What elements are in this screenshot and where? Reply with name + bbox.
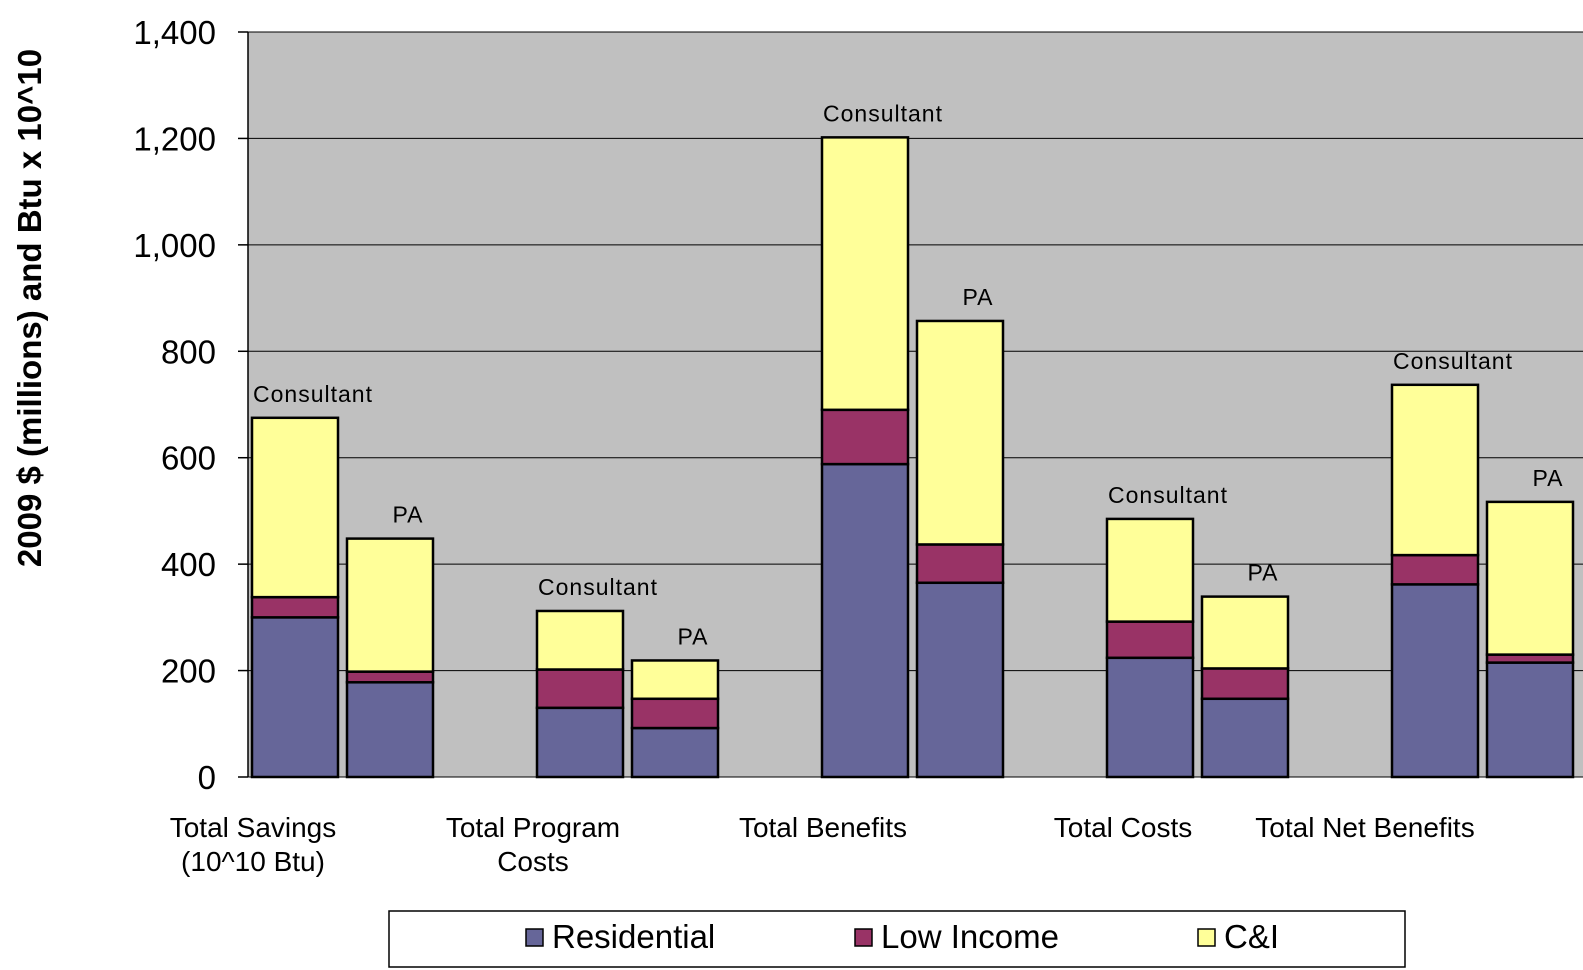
- gridlines: [248, 31, 1583, 778]
- bar-segment-residential: [630, 726, 720, 779]
- bar-segment-c-i: [630, 659, 720, 701]
- bar-segment-low-income: [250, 595, 340, 619]
- bar-segment-low-income: [345, 670, 435, 684]
- bar-segment-c-i: [250, 416, 340, 599]
- bar-segment-residential: [915, 581, 1005, 779]
- x-category-labels: Total Savings (10^10 Btu) Total Program Cos…: [170, 812, 1475, 877]
- y-tick-label: 200: [161, 653, 216, 690]
- legend-swatch: [1197, 928, 1216, 947]
- bar-segment-residential: [1485, 661, 1575, 779]
- bar-segment-low-income: [535, 668, 625, 710]
- bar-label: Consultant: [1108, 482, 1228, 508]
- bar-segment-c-i: [1105, 517, 1195, 623]
- bar-segment-low-income: [1105, 620, 1195, 660]
- bars: [250, 136, 1575, 779]
- y-tick-label: 800: [161, 333, 216, 370]
- y-tick-label: 600: [161, 440, 216, 477]
- bar-segment-low-income: [1390, 553, 1480, 586]
- x-category-label: Total Costs: [1054, 812, 1193, 843]
- legend-label: Residential: [552, 918, 715, 955]
- y-tick-label: 0: [198, 759, 216, 796]
- x-category-label: Total Program Costs: [446, 812, 620, 877]
- plot-area: [248, 32, 1583, 777]
- bar-segment-c-i: [535, 609, 625, 671]
- bar-segment-c-i: [1200, 595, 1290, 670]
- bar-label: Consultant: [538, 574, 658, 600]
- legend-swatch: [854, 928, 873, 947]
- bar-segment-c-i: [820, 136, 910, 412]
- bar-segment-residential: [1200, 697, 1290, 779]
- bar-label: PA: [1248, 560, 1279, 586]
- legend-label: C&I: [1224, 918, 1279, 955]
- bar-label: PA: [678, 623, 709, 649]
- bar-segment-low-income: [915, 543, 1005, 585]
- bar-label: PA: [963, 284, 994, 310]
- bar-segment-residential: [820, 462, 910, 779]
- bar-segment-c-i: [1390, 383, 1480, 557]
- legend-box: [388, 910, 1406, 968]
- legend-swatch: [525, 928, 544, 947]
- bar-segment-residential: [535, 706, 625, 779]
- y-tick-label: 400: [161, 546, 216, 583]
- bar-label: Consultant: [823, 100, 943, 126]
- bar-segment-residential: [1390, 583, 1480, 779]
- y-tick-labels: 0 200 400 600 800 1,000 1,200 1,400: [133, 14, 216, 796]
- bar-label: PA: [393, 502, 424, 528]
- bar-segment-low-income: [630, 697, 720, 730]
- bar-segment-c-i: [345, 537, 435, 673]
- bar-labels: Consultant PA Consultant PA Consultant PA Cons…: [253, 100, 1564, 649]
- y-tick-label: 1,400: [133, 14, 216, 51]
- bar-segment-residential: [1105, 656, 1195, 779]
- y-tick-label: 1,000: [133, 227, 216, 264]
- x-category-label: Total Savings (10^10 Btu): [170, 812, 337, 877]
- bar-segment-c-i: [915, 319, 1005, 546]
- bar-label: Consultant: [253, 381, 373, 407]
- y-tick-label: 1,200: [133, 120, 216, 157]
- legend-items: Residential Low Income C&I: [525, 918, 1279, 955]
- bar-label: Consultant: [1393, 348, 1513, 374]
- bar-segment-low-income: [1200, 667, 1290, 701]
- bar-segment-residential: [250, 616, 340, 779]
- x-category-label: Total Benefits: [739, 812, 907, 843]
- bar-segment-c-i: [1485, 500, 1575, 656]
- bar-segment-low-income: [820, 408, 910, 466]
- legend-label: Low Income: [881, 918, 1059, 955]
- bar-label: PA: [1533, 465, 1564, 491]
- y-axis-title: 2009 $ (millions) and Btu x 10^10: [11, 49, 48, 567]
- x-category-label: Total Net Benefits: [1255, 812, 1474, 843]
- legend: Residential Low Income C&I: [388, 910, 1406, 968]
- y-axis: [238, 31, 249, 778]
- bar-segment-residential: [345, 681, 435, 779]
